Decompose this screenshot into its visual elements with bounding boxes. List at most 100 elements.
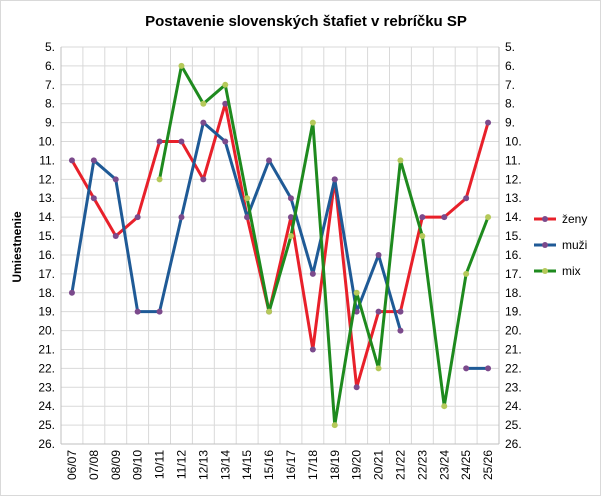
data-point-zeny <box>441 214 448 221</box>
y-tick-label-left: 20. <box>38 324 55 338</box>
data-point-muzi <box>485 365 492 372</box>
data-point-mix <box>287 233 294 240</box>
data-point-mix <box>353 289 360 296</box>
y-tick-label-right: 6. <box>505 59 515 73</box>
x-tick-label: 10/11 <box>153 450 167 479</box>
data-point-mix <box>156 176 163 183</box>
x-tick-label: 19/20 <box>350 450 364 480</box>
data-point-muzi <box>134 308 141 315</box>
y-tick-label-right: 25. <box>505 418 522 432</box>
x-tick-label: 25/26 <box>481 450 495 480</box>
y-tick-label-right: 15. <box>505 229 522 243</box>
y-tick-label-right: 5. <box>505 40 515 54</box>
data-point-mix <box>397 157 404 164</box>
y-tick-label-left: 19. <box>38 305 55 319</box>
y-tick-label-left: 18. <box>38 286 55 300</box>
data-point-muzi <box>331 176 338 183</box>
y-tick-label-right: 24. <box>505 399 522 413</box>
x-tick-label: 09/10 <box>131 450 145 480</box>
y-tick-label-right: 19. <box>505 305 522 319</box>
data-point-mix <box>178 62 185 69</box>
y-tick-label-right: 8. <box>505 97 515 111</box>
y-tick-label-right: 18. <box>505 286 522 300</box>
x-tick-label: 16/17 <box>284 450 298 480</box>
data-point-zeny <box>375 308 382 315</box>
series-mix <box>156 62 492 429</box>
y-tick-label-left: 10. <box>38 135 55 149</box>
data-point-zeny <box>134 214 141 221</box>
data-point-zeny <box>463 195 470 202</box>
x-tick-label: 23/24 <box>437 450 451 480</box>
y-tick-label-left: 25. <box>38 418 55 432</box>
y-tick-label-left: 9. <box>45 116 55 130</box>
y-tick-label-right: 9. <box>505 116 515 130</box>
y-tick-label-left: 8. <box>45 97 55 111</box>
y-tick-label-right: 26. <box>505 437 522 451</box>
y-tick-label-left: 7. <box>45 78 55 92</box>
data-point-zeny <box>485 119 492 126</box>
legend-label: mix <box>562 264 581 278</box>
legend-entry-mix: mix <box>534 264 581 278</box>
data-point-muzi <box>244 214 251 221</box>
data-point-zeny <box>397 308 404 315</box>
y-tick-label-right: 21. <box>505 342 522 356</box>
data-point-zeny <box>68 157 75 164</box>
data-point-muzi <box>68 289 75 296</box>
legend: ženy muži mix <box>534 212 587 278</box>
y-tick-label-right: 12. <box>505 172 522 186</box>
legend-label: muži <box>562 238 587 252</box>
x-tick-label: 14/15 <box>240 450 254 480</box>
data-point-muzi <box>266 157 273 164</box>
data-point-mix <box>419 233 426 240</box>
y-tick-label-left: 11. <box>39 153 55 167</box>
x-tick-label: 07/08 <box>87 450 101 480</box>
data-point-muzi <box>156 308 163 315</box>
y-tick-label-right: 10. <box>505 135 522 149</box>
data-point-muzi <box>309 270 316 277</box>
x-tick-label: 15/16 <box>262 450 276 480</box>
y-tick-label-left: 13. <box>38 191 55 205</box>
y-tick-label-left: 24. <box>38 399 55 413</box>
data-point-mix <box>485 214 492 221</box>
y-tick-label-right: 7. <box>505 78 515 92</box>
data-point-zeny <box>419 214 426 221</box>
data-point-zeny <box>222 100 229 107</box>
y-tick-label-right: 16. <box>505 248 522 262</box>
y-tick-label-left: 5. <box>45 40 55 54</box>
y-tick-label-left: 23. <box>38 380 55 394</box>
data-point-zeny <box>178 138 185 145</box>
series-muzi <box>68 119 492 372</box>
series-line-muzi <box>70 121 402 331</box>
data-point-zeny <box>112 233 119 240</box>
y-tick-label-left: 17. <box>38 267 55 281</box>
x-tick-label: 18/19 <box>328 450 342 480</box>
y-tick-label-left: 26. <box>38 437 55 451</box>
y-tick-label-left: 14. <box>38 210 55 224</box>
series-lines <box>68 62 492 429</box>
x-tick-label: 21/22 <box>393 450 407 480</box>
data-point-zeny <box>353 384 360 391</box>
legend-label: ženy <box>562 212 587 226</box>
axes: 5. 5. 6. 6. 7. 7. 8. 8. 9. 9. 10. 10. 11. 11. 12. 12. 13… <box>38 40 521 480</box>
y-tick-label-left: 6. <box>45 59 55 73</box>
y-axis-label: Umiestnenie <box>10 211 24 283</box>
series-line-mix <box>158 64 490 427</box>
chart-title: Postavenie slovenských štafiet v rebríčk… <box>145 13 467 30</box>
y-tick-label-right: 13. <box>505 191 522 205</box>
data-point-muzi <box>463 365 470 372</box>
series-line-zeny <box>70 102 490 389</box>
x-tick-label: 06/07 <box>65 450 79 480</box>
y-tick-label-right: 14. <box>505 210 522 224</box>
legend-marker <box>542 216 548 222</box>
data-point-mix <box>463 270 470 277</box>
data-point-mix <box>244 195 251 202</box>
data-point-zeny <box>156 138 163 145</box>
x-tick-label: 24/25 <box>459 450 473 480</box>
x-tick-label: 12/13 <box>196 450 210 480</box>
x-tick-label: 11/12 <box>174 450 188 479</box>
x-tick-label: 17/18 <box>306 450 320 480</box>
data-point-mix <box>441 403 448 410</box>
data-point-muzi <box>222 138 229 145</box>
legend-marker <box>542 268 548 274</box>
